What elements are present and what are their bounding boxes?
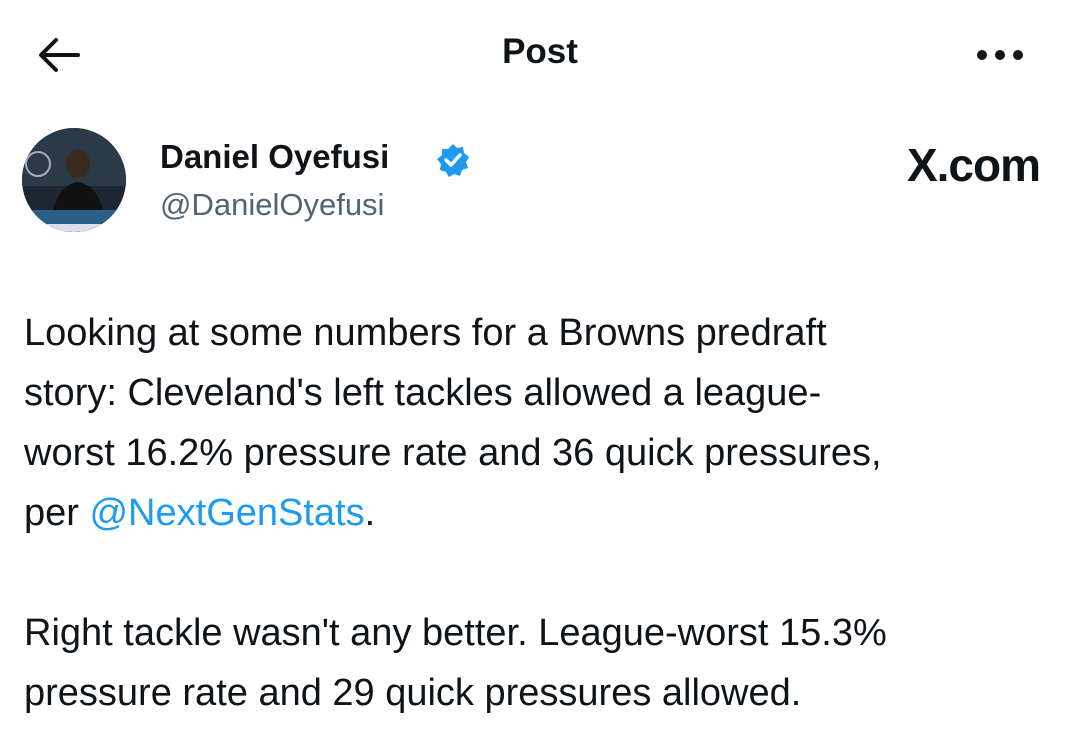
verified-badge	[437, 144, 469, 177]
post-line: per @NextGenStats.	[24, 483, 375, 543]
author-handle[interactable]: @DanielOyefusi	[160, 187, 385, 222]
post-line: story: Cleveland's left tackles allowed …	[24, 372, 822, 414]
author-name[interactable]: Daniel Oyefusi	[160, 138, 390, 175]
text: per	[24, 492, 90, 534]
mention-link[interactable]: @NextGenStats	[89, 492, 365, 534]
more-button[interactable]	[970, 40, 1030, 70]
watermark: X.com	[906, 139, 1041, 191]
avatar[interactable]	[20, 126, 128, 234]
post-line: pressure rate and 29 quick pressures all…	[24, 672, 802, 714]
header-title: Post	[502, 32, 578, 71]
post-line: worst 16.2% pressure rate and 36 quick p…	[24, 432, 882, 474]
back-button[interactable]	[30, 30, 90, 80]
text: .	[364, 492, 376, 534]
post-line: Looking at some numbers for a Browns pre…	[24, 312, 827, 354]
post-line: Right tackle wasn't any better. League-w…	[24, 612, 887, 654]
